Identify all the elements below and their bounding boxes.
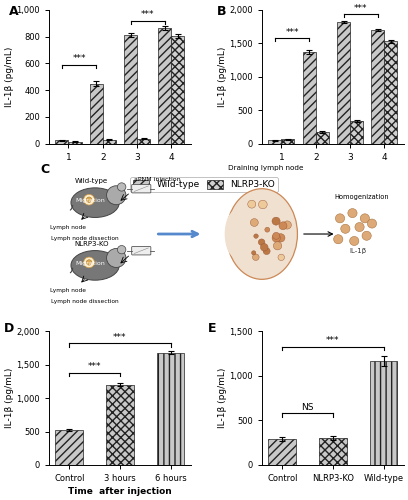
Circle shape <box>277 234 285 242</box>
Legend: Wild-type, NLRP3-KO: Wild-type, NLRP3-KO <box>130 178 278 192</box>
Text: Lymph node dissection: Lymph node dissection <box>51 236 118 242</box>
Bar <box>124 36 137 144</box>
Text: ***: *** <box>88 362 102 372</box>
Ellipse shape <box>71 188 119 218</box>
Bar <box>157 352 184 465</box>
Circle shape <box>341 224 350 234</box>
Circle shape <box>355 222 364 232</box>
Y-axis label: IL-1β (pg/mL): IL-1β (pg/mL) <box>217 368 226 428</box>
Circle shape <box>350 236 359 246</box>
X-axis label: Time  after injection: Time after injection <box>68 487 172 496</box>
Circle shape <box>265 228 270 232</box>
Bar <box>371 30 384 144</box>
Bar <box>303 52 316 144</box>
Circle shape <box>279 222 287 230</box>
Circle shape <box>248 200 256 208</box>
Circle shape <box>263 248 270 254</box>
Circle shape <box>278 254 284 260</box>
Text: Lymph node: Lymph node <box>51 225 86 230</box>
Ellipse shape <box>225 210 250 258</box>
Ellipse shape <box>71 250 119 280</box>
Circle shape <box>260 244 268 251</box>
Circle shape <box>367 219 377 228</box>
Bar <box>90 84 103 144</box>
Y-axis label: IL-1β (pg/mL): IL-1β (pg/mL) <box>4 368 13 428</box>
Text: Wild-type: Wild-type <box>75 178 108 184</box>
Text: D: D <box>4 322 14 335</box>
Text: B: B <box>217 4 226 18</box>
Text: Draining lymph node: Draining lymph node <box>228 164 303 170</box>
Bar <box>384 42 397 144</box>
Y-axis label: IL-1β (pg/mL): IL-1β (pg/mL) <box>4 46 13 107</box>
Bar <box>55 140 69 143</box>
Bar <box>158 28 171 144</box>
Circle shape <box>360 214 370 223</box>
Bar <box>106 385 134 465</box>
Circle shape <box>362 231 371 240</box>
Bar <box>103 140 116 143</box>
Ellipse shape <box>226 188 297 280</box>
Text: C: C <box>40 163 49 176</box>
Bar <box>55 430 83 465</box>
Circle shape <box>348 208 357 218</box>
Circle shape <box>118 183 126 191</box>
Circle shape <box>335 214 345 223</box>
Circle shape <box>106 248 126 268</box>
Text: Lymph node: Lymph node <box>51 288 86 292</box>
Circle shape <box>253 254 259 260</box>
Circle shape <box>118 246 126 254</box>
Bar <box>316 132 329 143</box>
Text: ***: *** <box>113 333 127 342</box>
Text: E: E <box>208 322 217 335</box>
Bar <box>337 22 350 144</box>
Circle shape <box>334 234 343 244</box>
Circle shape <box>106 186 126 204</box>
Circle shape <box>273 232 280 239</box>
Circle shape <box>84 257 95 268</box>
Circle shape <box>86 260 92 265</box>
Bar <box>268 438 296 465</box>
Text: ***: *** <box>141 10 155 20</box>
Text: Migration: Migration <box>75 261 105 266</box>
FancyBboxPatch shape <box>132 246 151 255</box>
Circle shape <box>254 234 258 238</box>
Text: NS: NS <box>302 403 314 412</box>
Circle shape <box>272 234 280 242</box>
Text: IL-1β: IL-1β <box>349 248 366 254</box>
Circle shape <box>283 221 291 229</box>
FancyBboxPatch shape <box>132 184 151 193</box>
Text: Migration: Migration <box>75 198 105 203</box>
Text: ***: *** <box>326 336 340 345</box>
Text: ***: *** <box>72 54 86 64</box>
Circle shape <box>252 250 256 255</box>
Bar <box>282 140 295 143</box>
Text: ***: *** <box>354 4 368 13</box>
Text: Lymph node dissection: Lymph node dissection <box>51 299 118 304</box>
Circle shape <box>272 217 280 225</box>
Text: A: A <box>9 4 19 18</box>
Circle shape <box>258 239 265 246</box>
Bar <box>137 139 150 143</box>
Circle shape <box>86 197 92 202</box>
Text: ***: *** <box>285 28 299 36</box>
Text: NLRP3-KO: NLRP3-KO <box>74 241 109 247</box>
Bar <box>319 438 347 465</box>
Text: aPNM injection: aPNM injection <box>134 178 181 182</box>
Bar <box>350 122 363 144</box>
Y-axis label: IL-1β (pg/mL): IL-1β (pg/mL) <box>217 46 226 107</box>
Circle shape <box>84 194 95 205</box>
Circle shape <box>259 200 267 209</box>
Bar <box>268 140 282 143</box>
Text: Homogenization: Homogenization <box>334 194 389 200</box>
Bar <box>69 142 82 144</box>
Bar <box>171 36 184 144</box>
Bar <box>370 361 397 465</box>
Circle shape <box>251 218 258 226</box>
Circle shape <box>273 242 282 250</box>
